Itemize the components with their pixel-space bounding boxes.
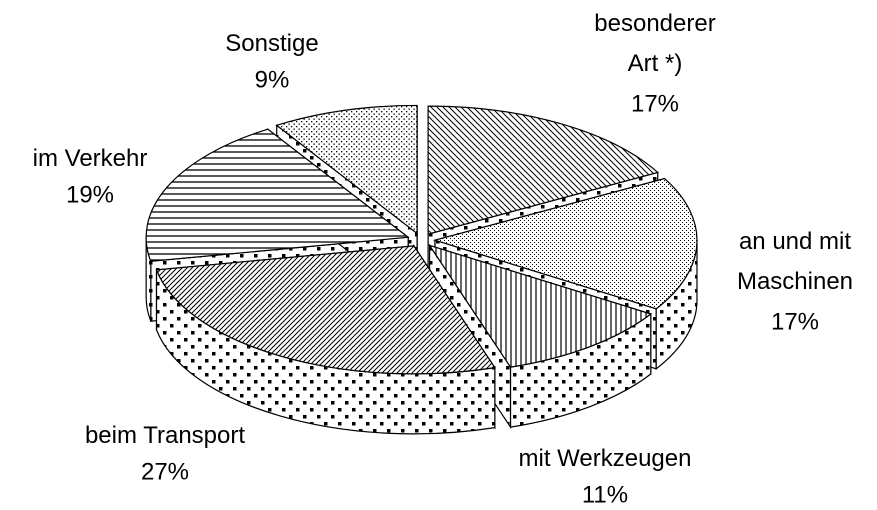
slice-value-label: 27% (141, 458, 189, 485)
slice-top (155, 245, 496, 375)
slice-label: mit Werkzeugen (519, 445, 692, 472)
slice-top (275, 104, 418, 235)
slice-value-label: 11% (582, 481, 628, 508)
slice (155, 243, 496, 435)
slice-value-label: 17% (631, 90, 679, 117)
slice-top (432, 177, 698, 310)
slice-value-label: 17% (771, 308, 819, 335)
slice-top (428, 244, 653, 368)
slice-top (427, 105, 659, 235)
slice-value-label: 9% (255, 66, 290, 93)
slice-label: Sonstige (225, 30, 318, 57)
slice-label: besonderer Art *) (594, 10, 715, 77)
slice-top (145, 128, 410, 262)
slice-label: im Verkehr (33, 145, 148, 172)
slice-label: an und mit Maschinen (737, 228, 853, 295)
slice-label: beim Transport (85, 422, 245, 449)
slice-value-label: 19% (66, 181, 114, 208)
